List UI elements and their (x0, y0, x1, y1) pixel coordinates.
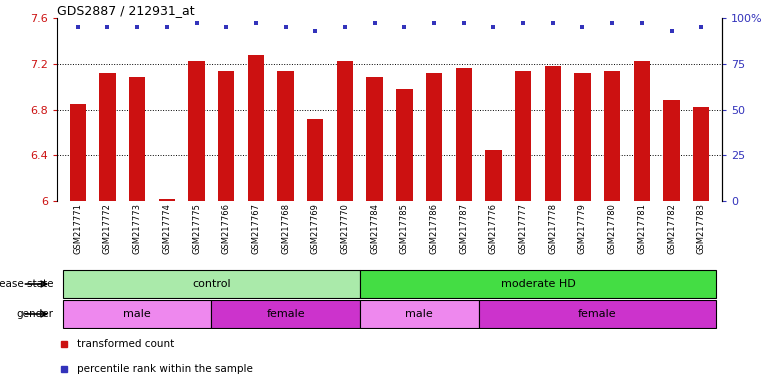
Bar (70, 104, 86, 201)
Text: GSM217769: GSM217769 (311, 203, 319, 254)
Bar (396, 89, 413, 201)
Bar (633, 61, 650, 201)
Text: transformed count: transformed count (77, 339, 174, 349)
Text: GSM217783: GSM217783 (697, 203, 705, 254)
Point (695, 24, 707, 30)
Bar (307, 119, 323, 201)
Point (220, 24, 232, 30)
Bar (247, 55, 264, 201)
Point (131, 24, 143, 30)
Text: GSM217775: GSM217775 (192, 203, 201, 254)
Text: GSM217773: GSM217773 (133, 203, 142, 254)
Point (309, 28, 322, 34)
Point (547, 20, 559, 26)
Bar (479, 300, 716, 328)
Text: GSM217771: GSM217771 (74, 203, 82, 254)
Text: GSM217772: GSM217772 (103, 203, 112, 254)
Text: GDS2887 / 212931_at: GDS2887 / 212931_at (57, 4, 195, 17)
Text: GSM217768: GSM217768 (281, 203, 290, 254)
Point (636, 20, 648, 26)
Point (250, 20, 262, 26)
Bar (366, 78, 383, 201)
Bar (693, 107, 709, 201)
Text: GSM217770: GSM217770 (340, 203, 349, 254)
Text: GSM217784: GSM217784 (370, 203, 379, 254)
Text: female: female (578, 309, 617, 319)
Point (368, 20, 381, 26)
Bar (663, 100, 679, 201)
Bar (360, 300, 479, 328)
Text: GSM217766: GSM217766 (221, 203, 231, 254)
Bar (360, 270, 716, 298)
Text: percentile rank within the sample: percentile rank within the sample (77, 364, 253, 374)
Point (457, 20, 470, 26)
Bar (63, 300, 211, 328)
Text: disease state: disease state (0, 279, 53, 289)
Bar (337, 61, 353, 201)
Bar (218, 71, 234, 201)
Text: GSM217780: GSM217780 (607, 203, 617, 254)
Bar (426, 73, 442, 201)
Bar (188, 61, 205, 201)
Bar (485, 149, 502, 201)
Point (339, 24, 351, 30)
Point (517, 20, 529, 26)
Bar (277, 71, 293, 201)
Text: GSM217786: GSM217786 (430, 203, 438, 254)
Bar (63, 270, 360, 298)
Point (606, 20, 618, 26)
Point (280, 24, 292, 30)
Bar (129, 78, 146, 201)
Bar (515, 71, 532, 201)
Text: GSM217778: GSM217778 (548, 203, 558, 254)
Text: male: male (123, 309, 151, 319)
Bar (456, 68, 472, 201)
Text: GSM217767: GSM217767 (251, 203, 260, 254)
Text: GSM217779: GSM217779 (578, 203, 587, 254)
Point (101, 24, 113, 30)
Point (487, 24, 499, 30)
Bar (100, 73, 116, 201)
Point (576, 24, 588, 30)
Bar (159, 199, 175, 201)
Bar (604, 71, 620, 201)
Text: female: female (267, 309, 305, 319)
Bar (211, 300, 360, 328)
Text: GSM217774: GSM217774 (162, 203, 172, 254)
Text: control: control (192, 279, 231, 289)
Text: GSM217787: GSM217787 (460, 203, 468, 254)
Text: GSM217776: GSM217776 (489, 203, 498, 254)
Point (398, 24, 411, 30)
Point (191, 20, 203, 26)
Text: male: male (405, 309, 433, 319)
Bar (545, 66, 561, 201)
Point (72, 24, 84, 30)
Text: gender: gender (16, 309, 53, 319)
Text: GSM217781: GSM217781 (637, 203, 647, 254)
Text: GSM217785: GSM217785 (400, 203, 409, 254)
Text: moderate HD: moderate HD (500, 279, 575, 289)
Text: GSM217777: GSM217777 (519, 203, 528, 254)
Point (161, 24, 173, 30)
Point (666, 28, 678, 34)
Bar (574, 73, 591, 201)
Point (428, 20, 440, 26)
Text: GSM217782: GSM217782 (667, 203, 676, 254)
